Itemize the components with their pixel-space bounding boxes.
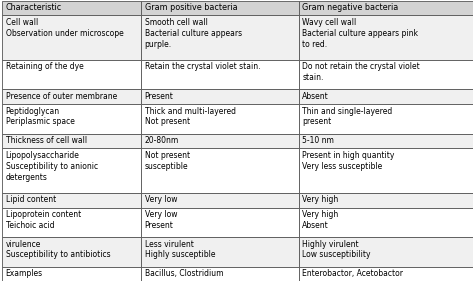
Bar [299,193,473,208]
Bar [141,104,299,134]
Text: Wavy cell wall
Bacterial culture appears pink
to red.: Wavy cell wall Bacterial culture appears… [302,18,418,49]
Text: Gram negative bacteria: Gram negative bacteria [302,3,399,12]
Text: Lipid content: Lipid content [6,195,56,204]
Text: Gram positive bacteria: Gram positive bacteria [145,3,237,12]
Text: Thickness of cell wall: Thickness of cell wall [6,136,87,145]
Text: Less virulent
Highly susceptible: Less virulent Highly susceptible [145,240,215,259]
Text: 20-80nm: 20-80nm [145,136,179,145]
Bar [2,60,141,89]
Text: Characteristic: Characteristic [6,3,62,12]
Text: Enterobactor, Acetobactor: Enterobactor, Acetobactor [302,269,403,278]
Text: Bacillus, Clostridium: Bacillus, Clostridium [145,269,223,278]
Bar [299,89,473,104]
Bar [141,208,299,237]
Bar [299,1,473,15]
Text: Presence of outer membrane: Presence of outer membrane [6,92,117,101]
Text: 5-10 nm: 5-10 nm [302,136,334,145]
Bar [299,134,473,148]
Text: Very high
Absent: Very high Absent [302,210,338,230]
Text: Highly virulent
Low susceptibility: Highly virulent Low susceptibility [302,240,371,259]
Text: Very low
Present: Very low Present [145,210,177,230]
Bar [299,267,473,281]
Bar [2,208,141,237]
Bar [2,134,141,148]
Bar [2,1,141,15]
Text: Thin and single-layered
present: Thin and single-layered present [302,107,392,126]
Bar [2,193,141,208]
Bar [299,237,473,267]
Text: Not present
susceptible: Not present susceptible [145,151,190,171]
Bar [299,148,473,193]
Text: Present: Present [145,92,173,101]
Text: Very low: Very low [145,195,177,204]
Bar [2,237,141,267]
Text: Lipoprotein content
Teichoic acid: Lipoprotein content Teichoic acid [6,210,81,230]
Text: Absent: Absent [302,92,329,101]
Bar [2,15,141,60]
Bar [141,134,299,148]
Bar [299,60,473,89]
Text: Cell wall
Observation under microscope: Cell wall Observation under microscope [6,18,123,38]
Bar [2,89,141,104]
Text: virulence
Susceptibility to antibiotics: virulence Susceptibility to antibiotics [6,240,110,259]
Text: Retain the crystal violet stain.: Retain the crystal violet stain. [145,62,260,71]
Bar [141,237,299,267]
Bar [299,104,473,134]
Bar [299,15,473,60]
Text: Smooth cell wall
Bacterial culture appears
purple.: Smooth cell wall Bacterial culture appea… [145,18,242,49]
Text: Do not retain the crystal violet
stain.: Do not retain the crystal violet stain. [302,62,420,82]
Bar [141,1,299,15]
Text: Very high: Very high [302,195,338,204]
Bar [141,267,299,281]
Bar [141,89,299,104]
Bar [2,148,141,193]
Text: Retaining of the dye: Retaining of the dye [6,62,83,71]
Bar [141,15,299,60]
Text: Thick and multi-layered
Not present: Thick and multi-layered Not present [145,107,236,126]
Text: Peptidoglycan
Periplasmic space: Peptidoglycan Periplasmic space [6,107,74,126]
Bar [141,193,299,208]
Text: Present in high quantity
Very less susceptible: Present in high quantity Very less susce… [302,151,394,171]
Bar [2,104,141,134]
Bar [299,208,473,237]
Bar [141,148,299,193]
Bar [2,267,141,281]
Bar [141,60,299,89]
Text: Examples: Examples [6,269,43,278]
Text: Lipopolysaccharide
Susceptibility to anionic
detergents: Lipopolysaccharide Susceptibility to ani… [6,151,98,182]
